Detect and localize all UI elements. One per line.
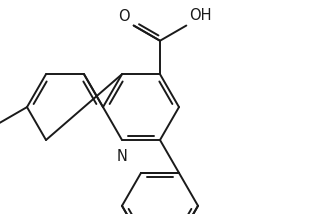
Text: O: O: [118, 9, 130, 24]
Text: N: N: [116, 149, 127, 164]
Text: OH: OH: [189, 7, 212, 22]
